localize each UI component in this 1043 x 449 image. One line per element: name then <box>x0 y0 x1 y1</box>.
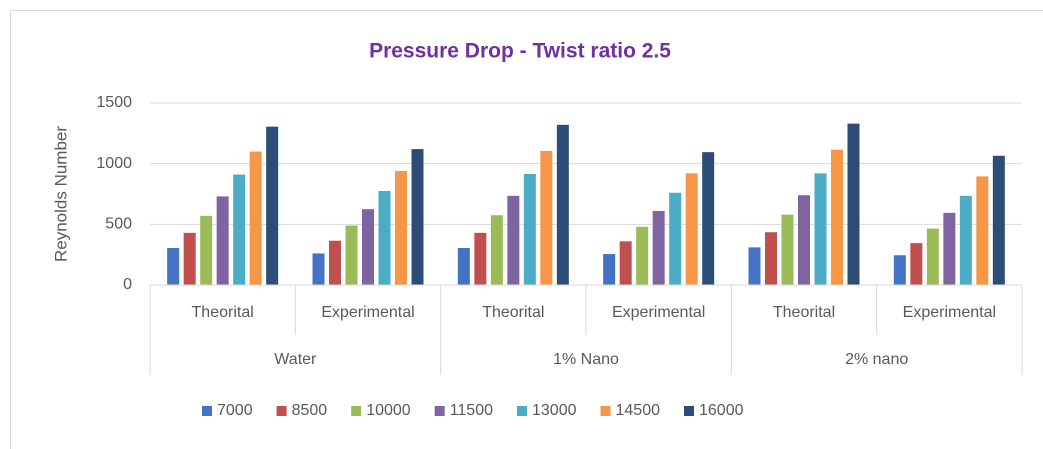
bar <box>167 247 180 285</box>
bar <box>669 192 682 285</box>
bar <box>976 176 989 285</box>
bar <box>312 253 325 285</box>
legend-label: 16000 <box>699 402 744 419</box>
bar <box>748 247 761 285</box>
bar <box>200 215 213 285</box>
legend-label: 10000 <box>366 402 411 419</box>
bar <box>395 170 407 285</box>
bar <box>847 123 860 285</box>
bar <box>378 190 391 285</box>
legend-swatch <box>684 406 694 416</box>
x-tick-label: Experimental <box>321 304 414 321</box>
bar <box>457 247 470 285</box>
bar <box>798 195 810 285</box>
y-tick-label: 500 <box>105 216 132 233</box>
legend-label: 7000 <box>217 402 253 419</box>
y-tick-label: 1000 <box>96 155 132 172</box>
bar <box>411 149 424 285</box>
bar <box>636 226 649 285</box>
bar <box>345 225 358 285</box>
bar <box>603 254 616 285</box>
bar <box>329 240 341 285</box>
bar <box>556 124 569 285</box>
bar <box>216 196 229 285</box>
bar <box>685 173 698 285</box>
bar <box>910 243 923 285</box>
legend-swatch <box>276 406 287 416</box>
legend-label: 11500 <box>450 402 493 419</box>
legend-swatch <box>202 406 212 416</box>
legend-label: 14500 <box>616 402 661 419</box>
bar <box>619 241 632 285</box>
legend-label: 8500 <box>292 402 328 419</box>
bar <box>474 232 487 285</box>
x-tick-label: Experimental <box>903 304 996 321</box>
bar <box>765 232 777 285</box>
legend-swatch <box>434 406 445 416</box>
x-tick-label: Theorital <box>192 304 254 321</box>
x-tick-label: Theorital <box>482 304 544 321</box>
x-tick-label: Experimental <box>612 304 705 321</box>
bar <box>507 195 520 285</box>
group-label: 2% nano <box>845 351 908 368</box>
legend-swatch <box>517 406 527 416</box>
group-label: Water <box>274 351 317 368</box>
chart-title: Pressure Drop - Twist ratio 2.5 <box>369 40 671 63</box>
legend-swatch <box>351 406 362 416</box>
group-label: 1% Nano <box>553 351 619 368</box>
bar <box>943 212 956 285</box>
bar <box>781 214 794 285</box>
bar <box>926 228 939 285</box>
bar <box>183 232 196 285</box>
bar <box>249 151 262 285</box>
bar <box>831 149 843 285</box>
y-axis-label: Reynolds Number <box>51 126 70 262</box>
y-tick-label: 0 <box>123 276 132 293</box>
bar <box>992 155 1005 285</box>
bar <box>540 150 553 285</box>
bar <box>362 209 374 285</box>
legend-label: 13000 <box>532 402 577 419</box>
bar <box>233 174 246 285</box>
bar <box>490 215 503 285</box>
bar <box>893 255 906 285</box>
legend-swatch <box>600 406 611 416</box>
x-tick-label: Theorital <box>773 304 835 321</box>
bar <box>523 173 536 285</box>
bar <box>702 152 715 285</box>
bar <box>652 210 665 285</box>
y-tick-label: 1500 <box>96 94 132 111</box>
bar <box>814 173 827 285</box>
bar <box>959 195 972 285</box>
bar <box>266 126 279 285</box>
